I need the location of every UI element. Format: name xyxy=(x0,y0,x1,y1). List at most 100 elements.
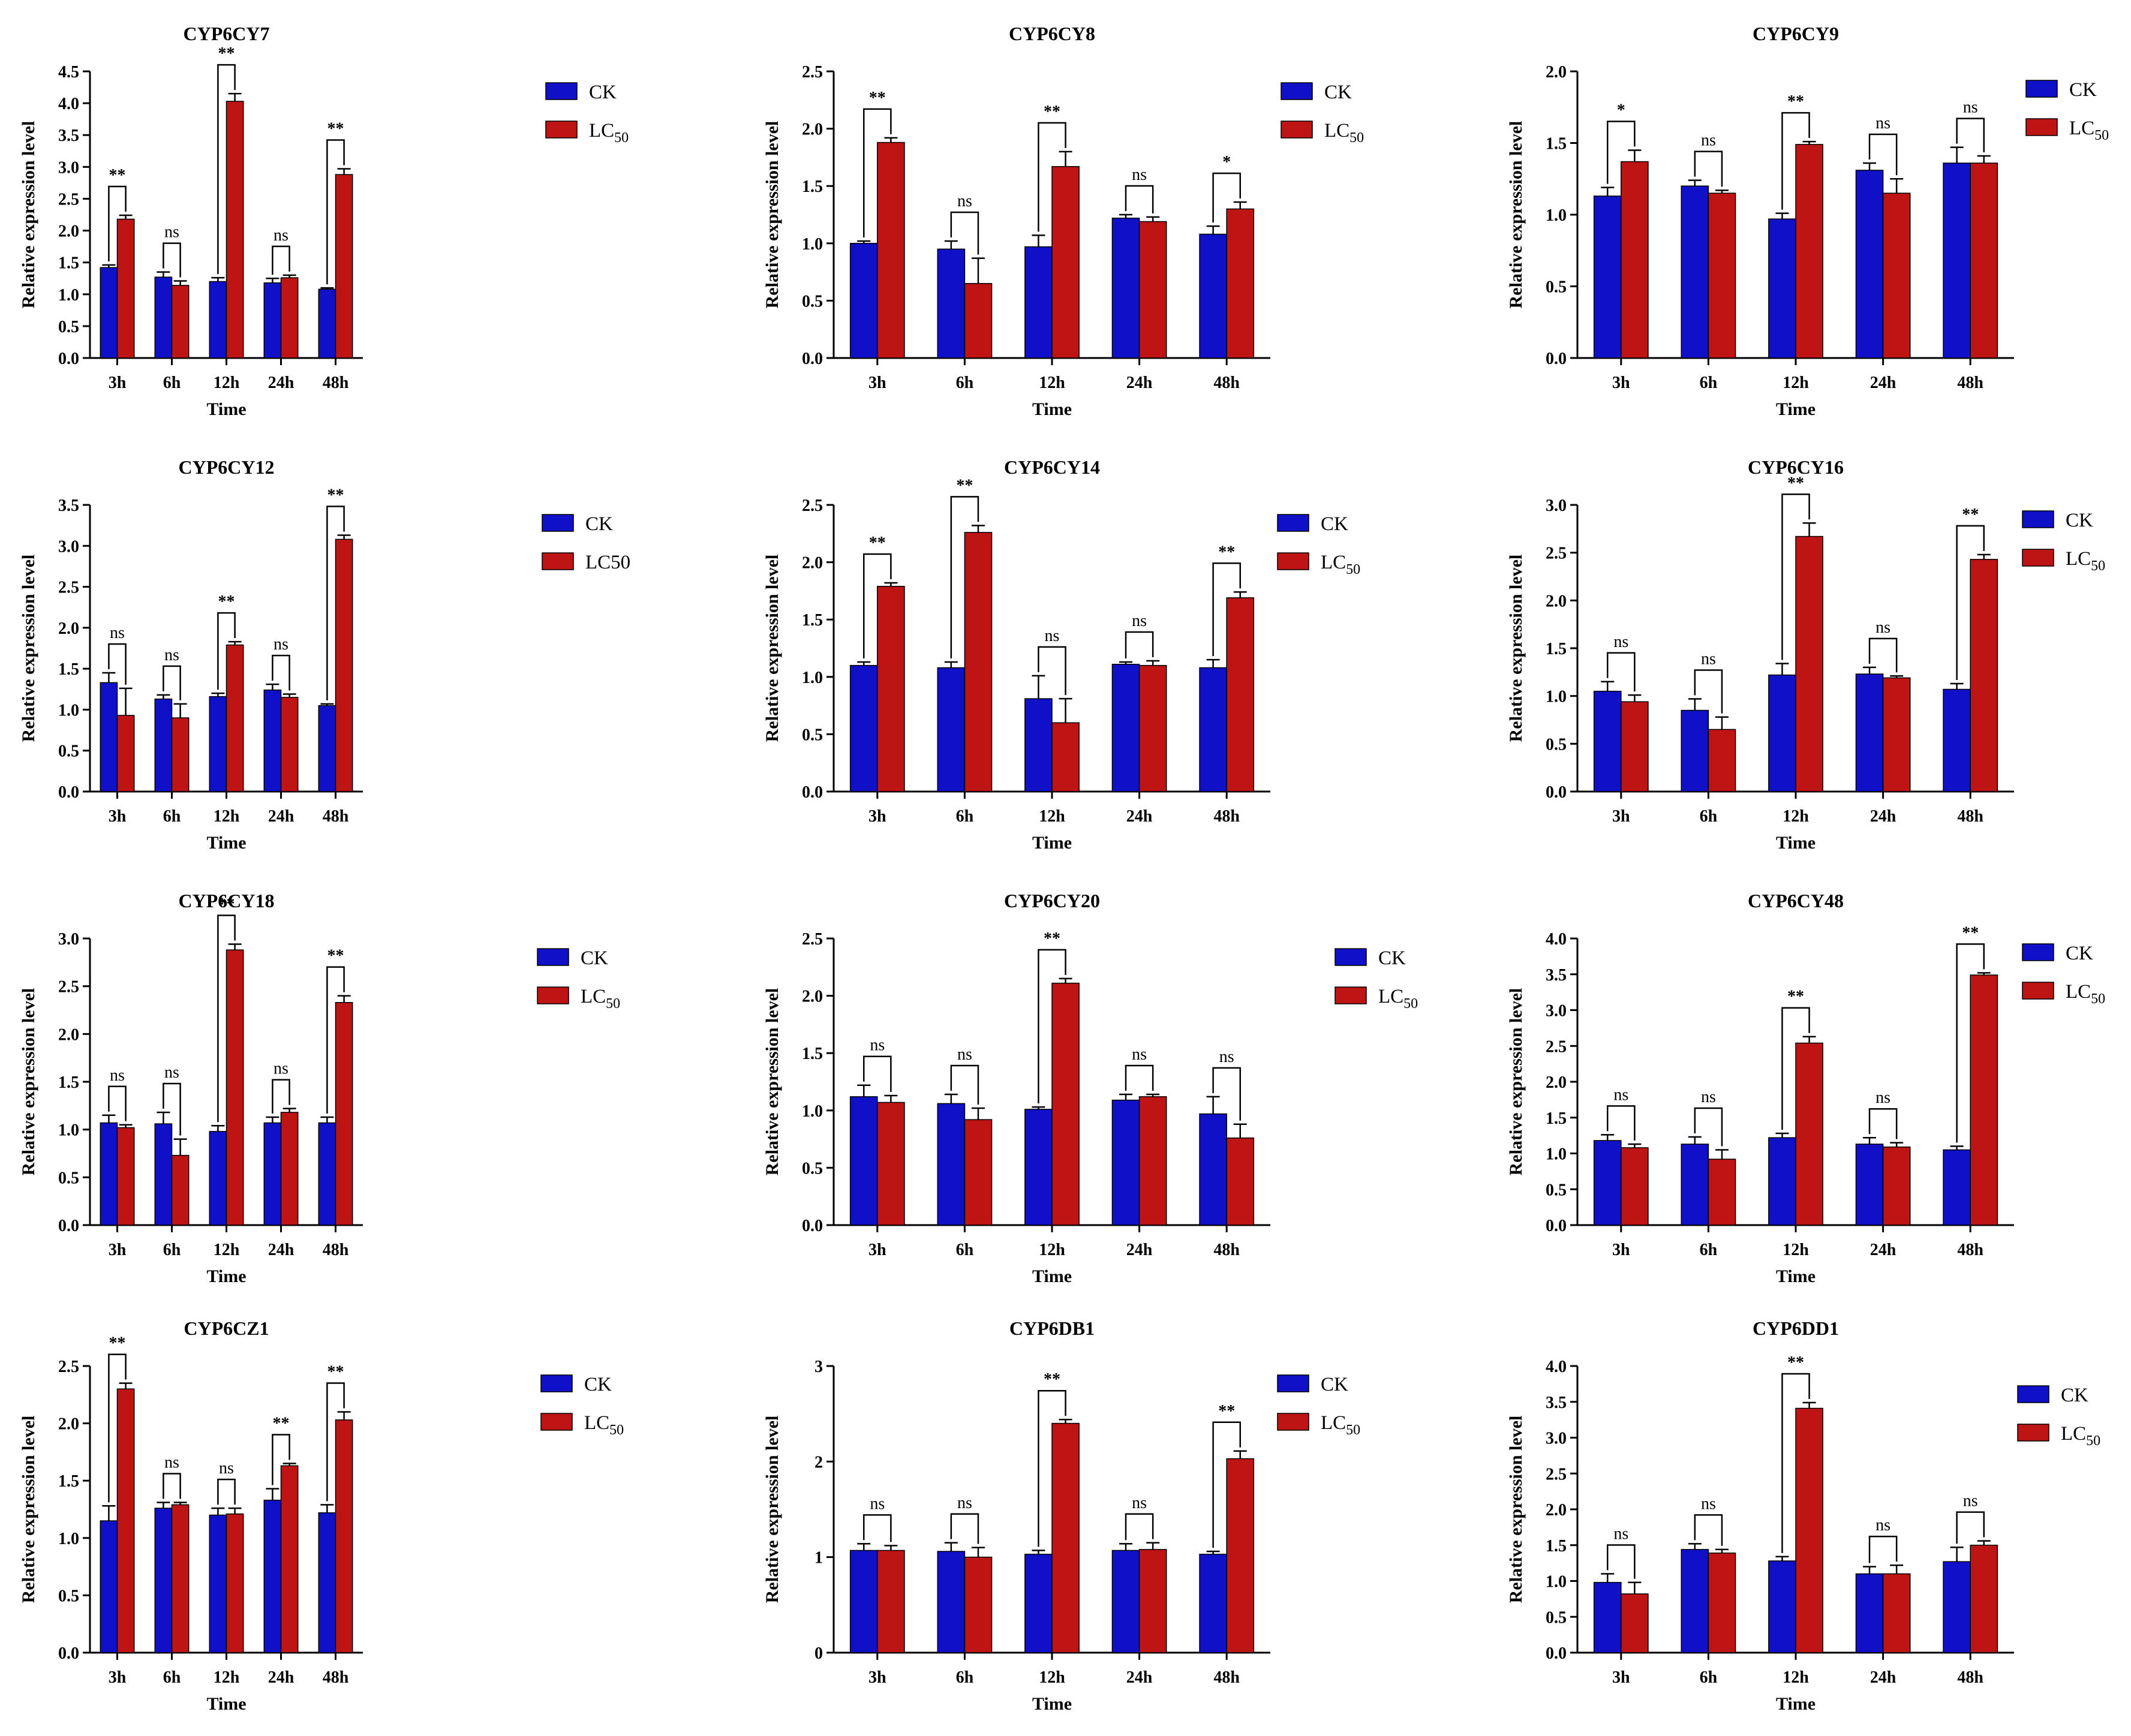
x-tick-label: 6h xyxy=(956,807,974,826)
significance-label: ** xyxy=(327,120,344,139)
bar-ck xyxy=(1943,1561,1971,1653)
y-tick-label: 1.0 xyxy=(1546,1573,1567,1591)
bar-ck xyxy=(1943,688,1971,792)
legend-swatch-ck xyxy=(2025,80,2058,98)
bar-ck xyxy=(849,664,878,792)
significance-label: ns xyxy=(1875,1088,1890,1107)
y-tick-label: 3.5 xyxy=(58,127,79,145)
significance-bracket xyxy=(1781,1373,1810,1553)
legend-swatch-lc50 xyxy=(542,552,574,570)
panel-cyp6cy18: CYP6CY18 0.0 0.5 1.0 1.5 2.0 2.5 3.0 Relative ex… xyxy=(19,890,620,1286)
bar-lc50 xyxy=(226,644,244,792)
y-tick-label: 0.0 xyxy=(802,350,823,368)
legend-label-subscript: 50 xyxy=(2094,128,2109,143)
bar-ck xyxy=(209,1514,227,1653)
x-tick-label: 48h xyxy=(323,374,349,392)
bar-ck xyxy=(1768,674,1796,792)
significance-bracket xyxy=(108,1085,127,1121)
legend-label-lc: LC50 xyxy=(2069,118,2109,143)
significance-label: ns xyxy=(1132,1045,1147,1064)
significance-bracket xyxy=(1694,669,1723,714)
bar-lc50 xyxy=(1051,722,1080,792)
x-tick-label: 24h xyxy=(268,374,294,392)
x-tick-label: 48h xyxy=(1213,1668,1240,1687)
legend-swatch-ck xyxy=(2022,943,2054,961)
legend-label-ck: CK xyxy=(589,82,617,103)
significance-label: ns xyxy=(273,1060,288,1078)
significance-label: ** xyxy=(1044,1370,1060,1389)
y-tick-label: 0.5 xyxy=(58,1587,79,1605)
significance-label: ** xyxy=(1787,474,1804,492)
y-axis-label: Relative expression level xyxy=(762,121,782,309)
legend-swatch-lc50 xyxy=(1334,986,1367,1004)
legend-swatch-ck xyxy=(540,1374,573,1392)
x-tick-label: 24h xyxy=(268,807,294,826)
y-tick-label: 2.0 xyxy=(1546,592,1567,610)
bar-ck xyxy=(1024,1109,1053,1226)
significance-bracket xyxy=(163,242,181,278)
bar-ck xyxy=(100,682,118,792)
significance-bracket xyxy=(1606,652,1636,692)
x-tick-label: 24h xyxy=(1126,1668,1153,1687)
bar-ck xyxy=(263,1499,282,1653)
significance-bracket xyxy=(1038,949,1066,1104)
bar-ck xyxy=(1593,1140,1622,1226)
y-tick-label: 0.0 xyxy=(58,783,79,802)
significance-label: ** xyxy=(869,89,886,107)
x-tick-label: 6h xyxy=(163,1668,181,1687)
x-tick-label: 12h xyxy=(1039,807,1065,826)
y-tick-label: 2.0 xyxy=(1546,1073,1567,1092)
significance-bracket xyxy=(1868,1535,1898,1563)
significance-bracket xyxy=(272,1079,290,1114)
significance-label: ns xyxy=(1701,1494,1716,1513)
y-tick-label: 3.0 xyxy=(1546,1002,1567,1021)
bar-lc50 xyxy=(1051,166,1080,359)
bar-lc50 xyxy=(964,1556,993,1653)
bar-ck xyxy=(849,243,878,359)
y-tick-label: 1.5 xyxy=(1546,640,1567,658)
bar-ck xyxy=(1593,1582,1622,1653)
bar-lc50 xyxy=(1882,677,1911,792)
significance-bracket xyxy=(1038,646,1066,696)
y-tick-label: 2.5 xyxy=(1546,544,1567,563)
significance-label: ** xyxy=(273,1415,290,1433)
x-tick-label: 48h xyxy=(323,1241,349,1259)
x-tick-label: 24h xyxy=(1870,374,1896,392)
legend-swatch-lc50 xyxy=(2017,1424,2049,1442)
significance-bracket xyxy=(163,1473,181,1499)
y-tick-label: 1.0 xyxy=(802,669,823,687)
x-tick-label: 24h xyxy=(1126,374,1153,392)
significance-bracket xyxy=(1781,1007,1810,1130)
significance-label: ** xyxy=(1787,92,1804,111)
y-axis-label: Relative expression level xyxy=(19,121,38,309)
bar-lc50 xyxy=(1621,161,1649,359)
y-tick-label: 2.5 xyxy=(58,1358,79,1376)
significance-label: ns xyxy=(1701,649,1716,668)
significance-label: ** xyxy=(1962,506,1979,524)
legend-swatch-lc50 xyxy=(537,986,569,1004)
significance-label: ns xyxy=(1875,1516,1890,1535)
significance-label: ** xyxy=(327,1362,344,1381)
panel-title: CYP6DD1 xyxy=(1753,1317,1839,1339)
significance-bracket xyxy=(163,665,181,700)
legend-label-lc: LC50 xyxy=(585,552,630,573)
bar-lc50 xyxy=(226,101,244,359)
y-tick-label: 2.5 xyxy=(802,63,823,82)
y-tick-label: 0.5 xyxy=(1546,1608,1567,1627)
bar-lc50 xyxy=(171,1154,190,1226)
significance-label: ** xyxy=(1218,1402,1235,1421)
x-tick-label: 24h xyxy=(268,1668,294,1687)
x-tick-label: 3h xyxy=(1612,1241,1630,1259)
legend-swatch-ck xyxy=(2022,510,2054,528)
bar-ck xyxy=(1855,170,1884,359)
bar-lc50 xyxy=(116,715,135,792)
bar-lc50 xyxy=(877,142,905,359)
legend-label-lc: LC50 xyxy=(2066,981,2105,1007)
bar-ck xyxy=(1024,698,1053,792)
significance-label: ns xyxy=(1963,1492,1978,1511)
significance-label: ns xyxy=(164,1063,179,1082)
bar-lc50 xyxy=(116,1388,135,1653)
x-tick-label: 6h xyxy=(1700,1668,1718,1687)
significance-label: * xyxy=(1222,153,1231,172)
bar-lc50 xyxy=(335,1419,353,1653)
